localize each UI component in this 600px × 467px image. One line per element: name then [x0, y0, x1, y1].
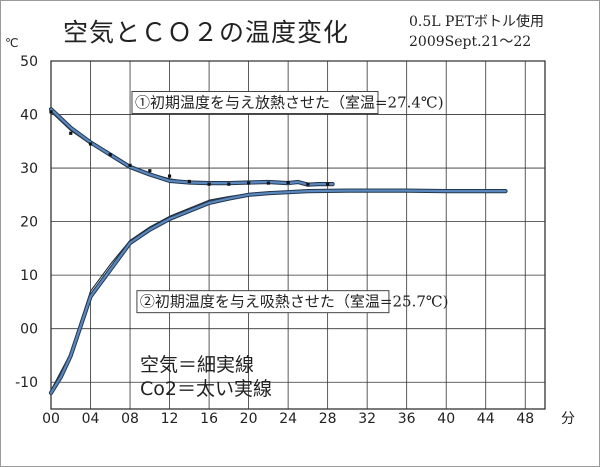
y-tick-label: 50	[20, 54, 38, 70]
x-tick-label: 20	[240, 411, 258, 427]
cooling-data-marker	[187, 179, 191, 184]
y-tick-label: 20	[20, 215, 38, 231]
chart-subtitle-line-1: 0.5L PETボトル使用	[409, 13, 544, 30]
cooling-data-marker	[326, 182, 330, 186]
cooling-data-marker	[69, 131, 73, 135]
y-tick-label: 30	[20, 161, 38, 177]
legend-co2-thick-line: Co2＝太い実線	[140, 378, 272, 400]
chart-subtitle-line-2: 2009Sept.21～22	[409, 34, 531, 50]
annotation-box	[131, 91, 379, 115]
cooling-data-marker	[227, 182, 231, 186]
chart-title: 空気とＣＯ２の温度変化	[63, 18, 349, 47]
x-tick-label: 44	[477, 411, 495, 427]
y-axis-unit: ℃	[5, 36, 18, 50]
heating-co2-thick-line	[49, 189, 507, 394]
cooling-data-marker	[49, 110, 53, 114]
x-tick-label: 24	[279, 411, 297, 427]
y-tick-label: 10	[20, 268, 38, 284]
x-tick-label: 04	[82, 411, 100, 427]
cooling-data-marker	[167, 174, 172, 178]
cooling-data-marker	[148, 169, 152, 173]
annotation-box	[136, 290, 390, 314]
annotation-text: ②初期温度を与え吸熱させた（室温=25.7℃)	[140, 293, 449, 311]
cooling-data-marker	[207, 182, 211, 186]
cooling-data-marker	[286, 180, 290, 185]
cooling-data-marker	[247, 181, 251, 185]
x-tick-label: 16	[200, 411, 218, 427]
x-tick-label: 48	[516, 411, 534, 427]
plot-area	[50, 60, 546, 410]
x-tick-label: 40	[437, 411, 455, 427]
cooling-data-marker	[306, 182, 310, 186]
cooling-data-marker	[266, 181, 270, 185]
y-tick-label: 00	[20, 322, 38, 338]
cooling-data-marker	[88, 142, 93, 146]
annotation-text: ①初期温度を与え放熱させた（室温=27.4℃)	[135, 94, 444, 112]
x-axis-unit: 分	[561, 411, 575, 427]
cooling-data-marker	[108, 153, 112, 157]
y-tick-label: 40	[20, 108, 38, 124]
x-tick-label: 28	[319, 411, 337, 427]
x-tick-label: 00	[42, 411, 60, 427]
x-tick-label: 12	[161, 411, 179, 427]
legend-air-thin-line: 空気＝細実線	[140, 354, 254, 376]
y-tick-label: -10	[15, 375, 38, 391]
x-tick-label: 32	[358, 411, 376, 427]
x-tick-label: 08	[121, 411, 139, 427]
cooling-data-marker	[128, 163, 132, 167]
x-tick-label: 36	[398, 411, 416, 427]
